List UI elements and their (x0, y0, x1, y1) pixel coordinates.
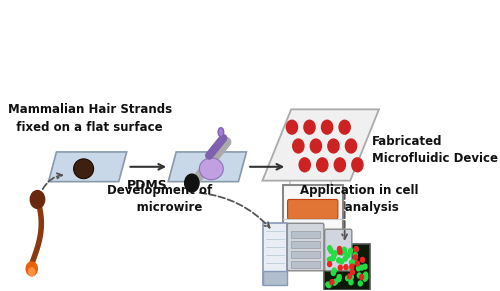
FancyBboxPatch shape (324, 244, 370, 290)
Circle shape (344, 265, 348, 270)
Circle shape (358, 273, 362, 278)
Circle shape (354, 253, 358, 258)
Circle shape (360, 274, 364, 279)
Ellipse shape (200, 158, 224, 180)
FancyBboxPatch shape (288, 199, 338, 219)
Circle shape (328, 257, 332, 262)
FancyBboxPatch shape (287, 223, 324, 271)
Circle shape (346, 139, 356, 153)
Circle shape (316, 158, 328, 172)
FancyBboxPatch shape (291, 231, 320, 238)
Circle shape (338, 265, 342, 270)
Circle shape (332, 280, 336, 285)
Circle shape (28, 268, 35, 276)
Circle shape (326, 282, 330, 287)
Circle shape (340, 250, 344, 255)
Circle shape (327, 283, 331, 288)
Circle shape (354, 247, 358, 252)
Circle shape (299, 158, 310, 172)
Circle shape (352, 158, 363, 172)
FancyBboxPatch shape (291, 241, 320, 248)
Circle shape (354, 247, 358, 252)
Circle shape (349, 266, 353, 271)
Circle shape (352, 259, 356, 264)
Circle shape (363, 276, 367, 281)
Circle shape (360, 265, 364, 270)
Circle shape (339, 120, 350, 134)
Circle shape (334, 158, 345, 172)
Circle shape (184, 174, 199, 192)
Circle shape (336, 277, 340, 282)
Circle shape (332, 270, 336, 275)
Ellipse shape (218, 128, 224, 136)
Circle shape (329, 248, 333, 253)
Circle shape (304, 120, 315, 134)
FancyBboxPatch shape (263, 271, 287, 285)
Circle shape (337, 275, 341, 280)
Circle shape (346, 253, 350, 258)
Text: Development of
     microwire: Development of microwire (107, 184, 212, 214)
Circle shape (348, 248, 352, 253)
Circle shape (360, 257, 364, 262)
FancyBboxPatch shape (324, 229, 352, 271)
Circle shape (292, 139, 304, 153)
Circle shape (364, 272, 368, 277)
Circle shape (333, 251, 337, 256)
FancyBboxPatch shape (291, 251, 320, 258)
FancyBboxPatch shape (291, 261, 320, 268)
Circle shape (350, 275, 354, 280)
Circle shape (310, 139, 322, 153)
Circle shape (328, 246, 332, 251)
Circle shape (330, 256, 334, 261)
Ellipse shape (74, 159, 94, 179)
Circle shape (364, 275, 368, 280)
Circle shape (332, 255, 336, 260)
Circle shape (26, 262, 38, 276)
Circle shape (328, 139, 339, 153)
Circle shape (334, 279, 338, 284)
Text: PDMS: PDMS (127, 179, 168, 192)
Circle shape (340, 259, 344, 264)
Circle shape (342, 250, 346, 255)
Polygon shape (262, 109, 379, 181)
Polygon shape (48, 152, 126, 182)
Circle shape (356, 266, 360, 271)
Circle shape (354, 255, 358, 260)
Text: Fabricated
Microfluidic Device: Fabricated Microfluidic Device (372, 135, 498, 165)
Circle shape (358, 281, 362, 286)
Circle shape (344, 256, 347, 261)
Polygon shape (168, 152, 246, 182)
Circle shape (286, 120, 298, 134)
Circle shape (337, 249, 341, 254)
Circle shape (328, 262, 332, 267)
Circle shape (332, 253, 336, 258)
FancyBboxPatch shape (283, 184, 343, 234)
Circle shape (363, 264, 367, 269)
Circle shape (330, 280, 334, 285)
FancyBboxPatch shape (263, 223, 287, 285)
Circle shape (336, 258, 340, 263)
Text: Mammalian Hair Strands
  fixed on a flat surface: Mammalian Hair Strands fixed on a flat s… (8, 103, 172, 134)
Circle shape (338, 246, 342, 251)
Circle shape (349, 280, 353, 285)
Circle shape (338, 250, 342, 255)
Circle shape (350, 264, 354, 269)
Circle shape (322, 120, 332, 134)
Circle shape (346, 276, 350, 281)
Circle shape (350, 269, 354, 274)
Circle shape (356, 261, 360, 266)
Circle shape (332, 268, 336, 273)
Circle shape (30, 191, 44, 208)
Circle shape (350, 260, 354, 265)
Circle shape (348, 274, 352, 279)
Circle shape (342, 247, 346, 252)
Text: Application in cell
      analysis: Application in cell analysis (300, 184, 418, 214)
